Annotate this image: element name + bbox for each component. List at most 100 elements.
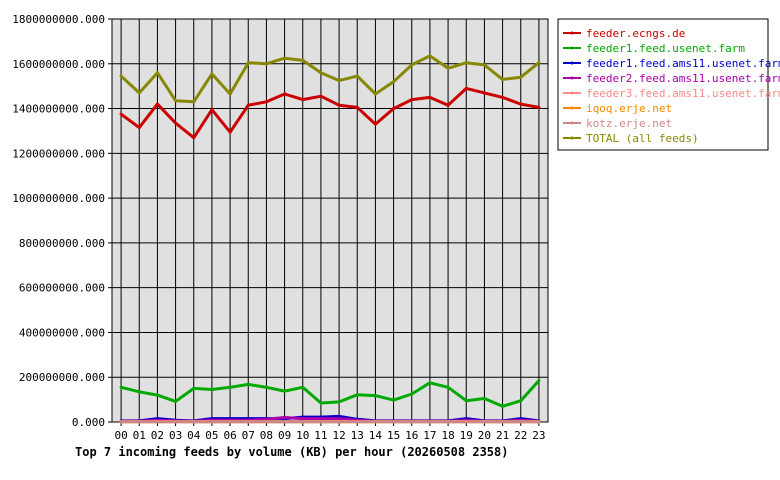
legend-marker — [570, 76, 574, 80]
data-point — [283, 92, 287, 96]
y-tick-label: 200000000.000 — [19, 371, 105, 384]
data-point — [137, 390, 141, 394]
data-point — [155, 71, 159, 75]
data-point — [446, 420, 450, 424]
data-point — [464, 399, 468, 403]
data-point — [246, 382, 250, 386]
data-point — [392, 398, 396, 402]
x-tick-label: 21 — [496, 429, 509, 442]
x-tick-label: 22 — [514, 429, 527, 442]
data-point — [246, 61, 250, 65]
y-tick-label: 800000000.000 — [19, 237, 105, 250]
data-point — [210, 420, 214, 424]
x-tick-label: 17 — [423, 429, 436, 442]
series-line-1 — [120, 379, 541, 408]
legend-marker — [570, 136, 574, 140]
y-tick-label: 1800000000.000 — [12, 13, 105, 26]
x-tick-label: 05 — [205, 429, 218, 442]
legend-marker — [570, 31, 574, 35]
data-point — [428, 381, 432, 385]
data-point — [482, 91, 486, 95]
data-point — [337, 417, 341, 421]
data-point — [464, 86, 468, 90]
data-point — [210, 108, 214, 112]
data-point — [283, 389, 287, 393]
data-point — [519, 399, 523, 403]
series-line-0 — [120, 86, 540, 140]
x-tick-label: 13 — [351, 429, 364, 442]
chart-title: Top 7 incoming feeds by volume (KB) per … — [75, 445, 508, 459]
data-point — [319, 94, 323, 98]
data-point — [410, 392, 414, 396]
data-point — [537, 61, 541, 65]
data-point — [301, 417, 305, 421]
data-point — [174, 121, 178, 125]
data-point — [155, 420, 159, 424]
data-point — [482, 396, 486, 400]
data-point — [464, 420, 468, 424]
x-tick-label: 20 — [478, 429, 491, 442]
y-axis-ticks: 0.000 200000000.000 400000000.000 600000000… — [12, 13, 112, 429]
data-point — [246, 103, 250, 107]
plot-background — [111, 18, 549, 423]
legend-box — [557, 18, 769, 151]
data-point — [410, 420, 414, 424]
series-line-7 — [120, 54, 540, 104]
data-point — [392, 420, 396, 424]
data-point — [446, 385, 450, 389]
x-tick-label: 14 — [369, 429, 383, 442]
data-point — [428, 95, 432, 99]
legend-label: feeder2.feed.ams11.usenet.farm — [586, 72, 780, 85]
x-tick-label: 00 — [114, 429, 127, 442]
data-point — [392, 80, 396, 84]
data-point — [355, 74, 359, 78]
data-point — [446, 103, 450, 107]
data-point — [337, 79, 341, 83]
data-point — [283, 416, 287, 420]
legend-label: feeder3.feed.ams11.usenet.farm — [586, 87, 780, 100]
data-point — [264, 385, 268, 389]
x-tick-label: 10 — [296, 429, 309, 442]
data-point — [264, 417, 268, 421]
data-point — [137, 420, 141, 424]
x-tick-label: 04 — [187, 429, 201, 442]
data-point — [174, 420, 178, 424]
data-point — [537, 420, 541, 424]
data-point — [373, 122, 377, 126]
data-point — [537, 105, 541, 109]
data-point — [228, 420, 232, 424]
data-point — [319, 71, 323, 75]
data-point — [137, 91, 141, 95]
data-point — [501, 77, 505, 81]
data-point — [264, 100, 268, 104]
data-point — [428, 54, 432, 58]
data-point — [192, 100, 196, 104]
y-tick-label: 1000000000.000 — [12, 192, 105, 205]
y-tick-label: 400000000.000 — [19, 326, 105, 339]
data-point — [337, 420, 341, 424]
legend-marker — [570, 106, 574, 110]
x-tick-label: 15 — [387, 429, 400, 442]
x-tick-label: 11 — [314, 429, 327, 442]
x-axis-ticks: 00 01 02 03 04 05 06 07 08 09 10 11 12 13 14 15 16 17 18 19… — [114, 422, 546, 442]
data-point — [519, 420, 523, 424]
data-point — [355, 393, 359, 397]
data-point — [228, 385, 232, 389]
legend-label: kotz.erje.net — [586, 117, 672, 130]
legend-label: feeder1.feed.ams11.usenet.farm — [586, 57, 780, 70]
data-point — [246, 420, 250, 424]
data-point — [373, 420, 377, 424]
x-tick-label: 16 — [405, 429, 418, 442]
data-point — [355, 105, 359, 109]
legend-marker — [570, 46, 574, 50]
data-point — [482, 420, 486, 424]
data-point — [301, 58, 305, 62]
data-point — [428, 420, 432, 424]
x-tick-label: 23 — [532, 429, 545, 442]
data-point — [174, 99, 178, 103]
data-point — [319, 417, 323, 421]
data-point — [283, 420, 287, 424]
legend-marker — [570, 61, 574, 65]
data-point — [301, 385, 305, 389]
